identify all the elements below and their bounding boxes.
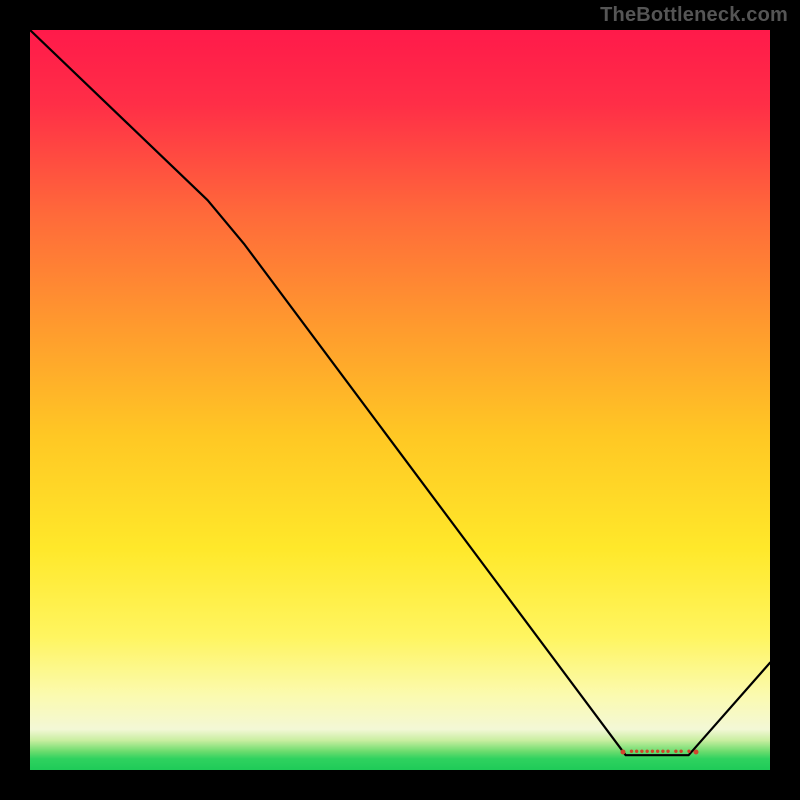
- watermark-text: TheBottleneck.com: [600, 4, 788, 27]
- plot-area: ●●●●●●●● ●● ●: [30, 30, 770, 770]
- bottleneck-curve: [30, 30, 770, 770]
